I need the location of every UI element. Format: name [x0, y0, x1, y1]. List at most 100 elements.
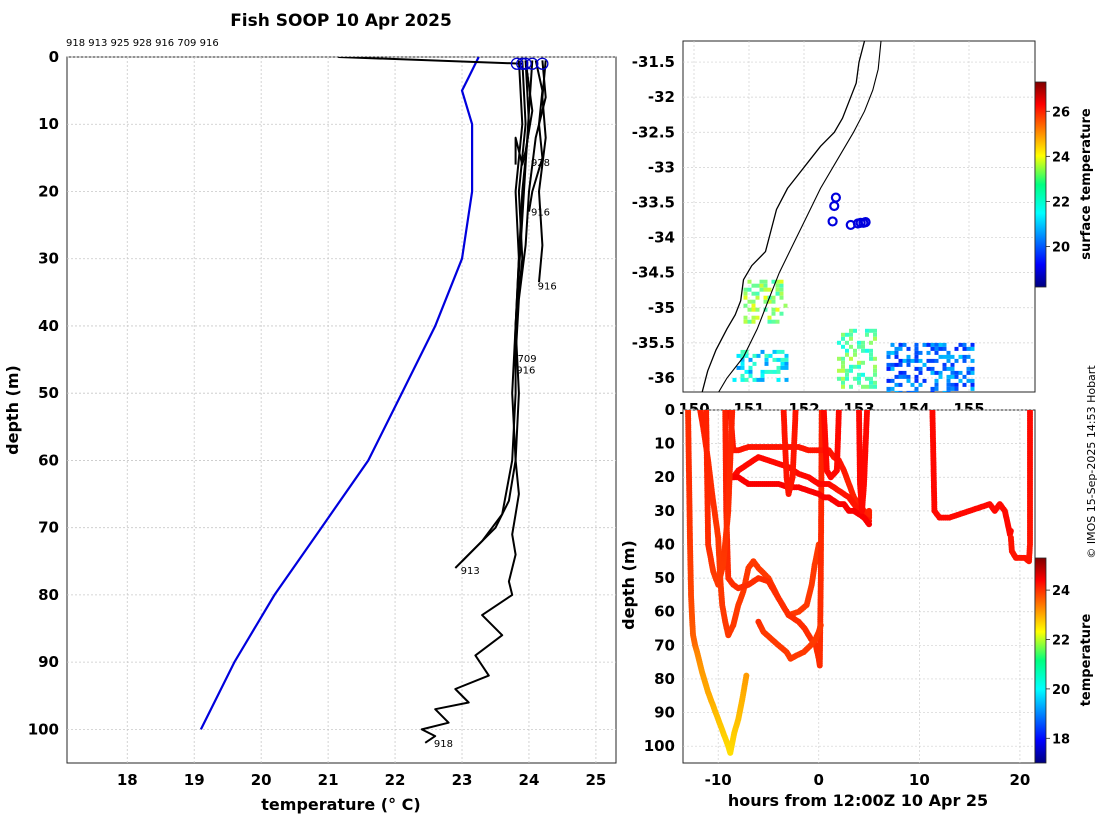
sst-pixel [841, 332, 845, 337]
sst-pixel [910, 358, 915, 363]
sst-pixel [938, 374, 943, 379]
sst-pixel [942, 354, 947, 359]
sst-pixel [747, 287, 752, 292]
sst-pixel [906, 354, 911, 359]
sst-pixel [845, 372, 849, 377]
surface-line [338, 57, 523, 65]
sst-pixel [934, 342, 939, 347]
sst-pixel [950, 354, 955, 359]
sst-pixel [922, 378, 927, 383]
map-chart: 150 151 152 153 154 155-31.5-32-32.5-33-33.5-… [632, 40, 1094, 418]
timeseries-colorbar-label: temperature [1079, 614, 1094, 707]
sst-pixel [910, 390, 915, 392]
sst-pixel [776, 357, 781, 362]
timeseries-y-tick-label: 60 [654, 603, 675, 621]
sst-pixel [914, 366, 919, 371]
surface-markers [510, 57, 549, 70]
sst-pixel [857, 364, 861, 369]
sst-pixel [837, 340, 841, 345]
profile-label-916: 916 [531, 208, 550, 219]
sst-pixel [752, 377, 757, 382]
sst-pixel [751, 307, 756, 312]
map-lat-label: -32.5 [632, 123, 675, 141]
timeseries-point [743, 672, 750, 679]
sst-pixel [898, 374, 903, 379]
sst-pixel [954, 358, 959, 363]
sst-pixel [938, 346, 943, 351]
sst-pixel [775, 279, 780, 284]
sst-pixel [914, 354, 919, 359]
sst-pixel [743, 315, 748, 320]
sst-pixel [736, 353, 741, 358]
profile-line-928 [514, 60, 534, 166]
sst-pixel [898, 342, 903, 347]
sst-pixel [930, 370, 935, 375]
sst-pixel [970, 358, 975, 363]
sst-pixel [894, 350, 899, 355]
sst-pixel [776, 369, 781, 374]
sst-pixel [938, 354, 943, 359]
sst-pixel [841, 380, 845, 385]
sst-pixel [861, 384, 865, 389]
sst-pixel [772, 349, 777, 354]
sst-pixel [747, 299, 752, 304]
coastline [701, 41, 866, 392]
sst-pixel [918, 370, 923, 375]
profile-line-709 [514, 60, 547, 357]
sst-pixel [958, 354, 963, 359]
profile-chart: 18 19 20 21 22 23 24 25 0 10 20 30 40 50 60 70 80 90 100 9… [3, 38, 617, 814]
timeseries-y-label: depth (m) [619, 540, 638, 630]
sst-pixel [898, 346, 903, 351]
y-tick-label: 50 [38, 384, 59, 402]
sst-pixel [869, 328, 873, 333]
sst-pixel [886, 390, 891, 392]
sst-pixel [764, 361, 769, 366]
sst-pixel [779, 279, 784, 284]
profile-label-918: 918 [434, 739, 453, 750]
sst-pixel [926, 350, 931, 355]
sst-pixel [837, 356, 841, 361]
sst-pixel [890, 362, 895, 367]
sst-pixel [755, 291, 760, 296]
sst-pixel [865, 384, 869, 389]
sst-pixel [898, 390, 903, 392]
sst-pixel [962, 342, 967, 347]
sst-pixel [894, 346, 899, 351]
sst-pixel [894, 382, 899, 387]
timeseries-y-tick-label: 30 [654, 502, 675, 520]
sst-pixel [760, 369, 765, 374]
timeseries-x-tick-label: 20 [1009, 771, 1030, 789]
sst-pixel [752, 353, 757, 358]
sst-pixel [759, 279, 764, 284]
sst-pixel [962, 382, 967, 387]
map-lat-label: -35 [648, 299, 675, 317]
sst-pixel [751, 291, 756, 296]
sst-pixel [865, 332, 869, 337]
surface-marker [510, 57, 524, 70]
sst-pixel [779, 295, 784, 300]
sst-pixel [732, 377, 737, 382]
y-tick-label: 100 [28, 720, 59, 738]
sst-pixel [902, 370, 907, 375]
sst-pixel [837, 376, 841, 381]
sst-pixel [926, 366, 931, 371]
sst-pixel [942, 362, 947, 367]
sst-pixel [966, 378, 971, 383]
sst-patches [732, 279, 975, 392]
profile-label-709: 709 [518, 354, 537, 365]
map-lat-label: -36 [648, 369, 675, 387]
sst-pixel [950, 386, 955, 391]
profile-label-916: 916 [538, 282, 557, 293]
sst-pixel [914, 346, 919, 351]
sst-pixel [869, 380, 873, 385]
sst-pixel [853, 328, 857, 333]
sst-pixel [865, 328, 869, 333]
sst-pixel [950, 374, 955, 379]
sst-pixel [890, 366, 895, 371]
sst-pixel [771, 299, 776, 304]
sst-pixel [890, 350, 895, 355]
sst-pixel [869, 352, 873, 357]
profile-label-928: 928 [531, 158, 550, 169]
sst-pixel [898, 382, 903, 387]
sst-pixel [934, 378, 939, 383]
